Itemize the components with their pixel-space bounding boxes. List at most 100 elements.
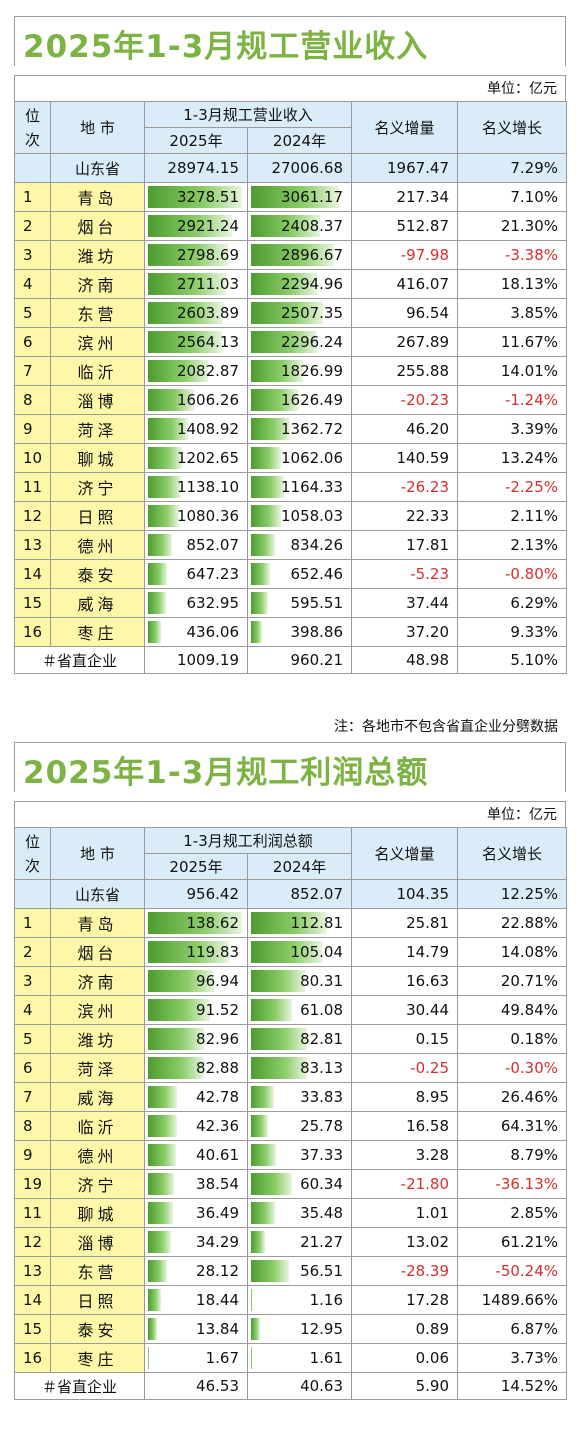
row-rank: 10 [14, 443, 51, 473]
row-2024-cell: 21.27 [246, 1227, 353, 1257]
row-2024-cell: 2896.67 [246, 240, 353, 270]
row-city: 济宁 [50, 472, 145, 502]
row-city: 淄博 [50, 1227, 145, 1257]
row-growth: 7.10% [457, 182, 568, 212]
row-2024-cell: 2507.35 [246, 298, 353, 328]
data-bar [251, 418, 291, 440]
row-2025: 38.54 [196, 1175, 239, 1193]
row-rank: 9 [14, 414, 51, 444]
row-2025-cell: 18.44 [144, 1285, 248, 1315]
data-bar [148, 1231, 172, 1253]
data-bar [251, 1289, 252, 1311]
row-increment: 16.63 [351, 966, 459, 996]
row-growth: -3.38% [457, 240, 568, 270]
row-2024: 1.16 [309, 1291, 344, 1309]
data-bar [148, 389, 195, 411]
row-2025-cell: 36.49 [144, 1198, 248, 1228]
row-rank: 16 [14, 617, 51, 647]
row-increment: 30.44 [351, 995, 459, 1025]
row-city: 枣庄 [50, 1343, 145, 1373]
province-2025: 956.42 [144, 879, 248, 909]
row-city: 潍坊 [50, 1024, 145, 1054]
row-increment: 8.95 [351, 1082, 459, 1112]
data-bar [251, 186, 339, 208]
province-name: 山东省 [50, 153, 145, 183]
row-2025-cell: 2564.13 [144, 327, 248, 357]
data-bar [148, 1028, 205, 1050]
row-2024: 2296.24 [280, 333, 344, 351]
data-bar [251, 534, 275, 556]
data-bar [148, 1260, 168, 1282]
row-2024: 105.04 [290, 943, 344, 961]
data-bar [148, 331, 222, 353]
row-growth: -0.30% [457, 1053, 568, 1083]
header-2024: 2024年 [246, 853, 353, 880]
row-2024: 398.86 [290, 623, 344, 641]
province-2024: 27006.68 [246, 153, 353, 183]
row-2024-cell: 61.08 [246, 995, 353, 1025]
row-2024: 82.81 [300, 1030, 344, 1048]
row-2025-cell: 2921.24 [144, 211, 248, 241]
row-city: 东营 [50, 298, 145, 328]
row-2024-cell: 1626.49 [246, 385, 353, 415]
row-city: 德州 [50, 530, 145, 560]
data-bar [251, 1231, 266, 1253]
data-bar [148, 476, 181, 498]
row-2025-cell: 28.12 [144, 1256, 248, 1286]
total-name: ＃省直企业 [14, 1372, 145, 1400]
header-group: 1-3月规工利润总额 [143, 827, 353, 854]
row-increment: 1.01 [351, 1198, 459, 1228]
row-growth: 22.88% [457, 908, 568, 938]
row-rank: 3 [14, 966, 51, 996]
row-rank: 7 [14, 356, 51, 386]
row-rank: 2 [14, 937, 51, 967]
row-growth: 2.85% [457, 1198, 568, 1228]
header-increment: 名义增量 [351, 101, 459, 154]
data-bar [251, 1202, 276, 1224]
revenue-title: 2025年1-3月规工营业收入 [23, 29, 429, 65]
header-increment: 名义增量 [351, 827, 459, 880]
data-bar [148, 244, 229, 266]
row-growth: -50.24% [457, 1256, 568, 1286]
row-2025: 138.62 [186, 914, 240, 932]
row-2025-cell: 40.61 [144, 1140, 248, 1170]
province-growth: 12.25% [457, 879, 568, 909]
row-2024-cell: 595.51 [246, 588, 353, 618]
row-growth: 2.11% [457, 501, 568, 531]
row-2025: 82.96 [196, 1030, 239, 1048]
row-increment: -5.23 [351, 559, 459, 589]
row-rank: 4 [14, 995, 51, 1025]
row-growth: -0.80% [457, 559, 568, 589]
row-city: 威海 [50, 588, 145, 618]
row-growth: 3.39% [457, 414, 568, 444]
data-bar [148, 592, 167, 614]
row-increment: 17.81 [351, 530, 459, 560]
row-city: 济南 [50, 269, 145, 299]
table-row: 7 临沂 2082.87 1826.99 255.88 14.01% [14, 356, 568, 386]
row-2024: 12.95 [300, 1320, 344, 1338]
row-2024: 21.27 [300, 1233, 344, 1251]
row-2024: 33.83 [300, 1088, 344, 1106]
data-bar [251, 244, 335, 266]
header-growth: 名义增长 [457, 101, 568, 154]
table-row: 14 日照 18.44 1.16 17.28 1489.66% [14, 1285, 568, 1315]
revenue-rows: 1 青岛 3278.51 3061.17 217.34 7.10% 2 烟台 2921.24 24… [14, 182, 568, 647]
table-row: 12 日照 1080.36 1058.03 22.33 2.11% [14, 501, 568, 531]
table-row: 2 烟台 2921.24 2408.37 512.87 21.30% [14, 211, 568, 241]
total-2025: 1009.19 [144, 646, 248, 674]
row-2025-cell: 42.36 [144, 1111, 248, 1141]
row-city: 德州 [50, 1140, 145, 1170]
header-city: 地 市 [50, 827, 145, 880]
row-2025-cell: 1.67 [144, 1343, 248, 1373]
data-bar [251, 1086, 274, 1108]
row-rank: 14 [14, 559, 51, 589]
row-rank: 11 [14, 472, 51, 502]
row-2025-cell: 1606.26 [144, 385, 248, 415]
row-rank: 1 [14, 182, 51, 212]
row-increment: 16.58 [351, 1111, 459, 1141]
row-2024-cell: 35.48 [246, 1198, 353, 1228]
row-rank: 4 [14, 269, 51, 299]
row-rank: 15 [14, 1314, 51, 1344]
row-2025-cell: 82.96 [144, 1024, 248, 1054]
row-2024-cell: 83.13 [246, 1053, 353, 1083]
